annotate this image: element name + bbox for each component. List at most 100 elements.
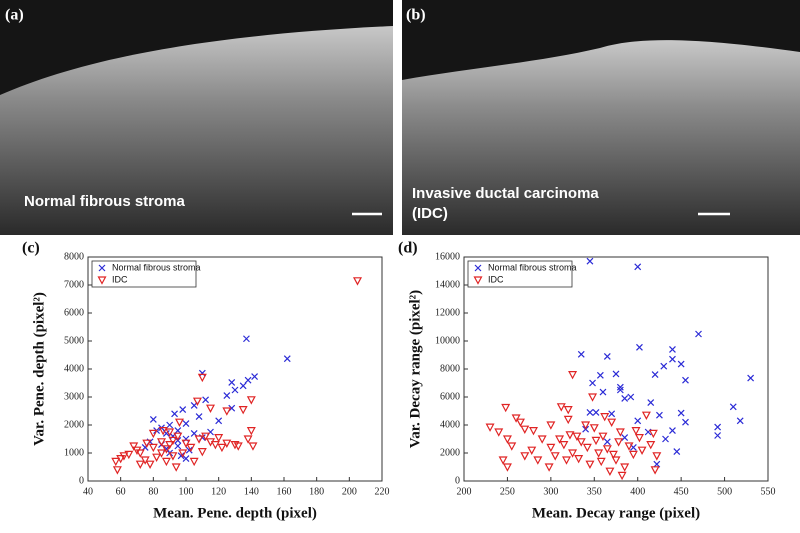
y-tick-label: 2000 xyxy=(440,447,460,458)
y-tick-label: 6000 xyxy=(64,307,84,318)
point xyxy=(747,374,755,382)
point xyxy=(174,442,182,450)
point xyxy=(222,439,232,448)
point xyxy=(563,406,573,415)
point xyxy=(736,417,744,425)
point xyxy=(174,418,184,427)
point xyxy=(140,456,150,465)
point xyxy=(621,434,629,442)
point xyxy=(501,403,511,413)
y-tick-label: 10000 xyxy=(435,335,460,346)
point xyxy=(636,343,643,351)
point xyxy=(631,427,641,436)
point xyxy=(112,466,122,475)
point xyxy=(145,460,155,469)
image-a: (a) Normal fibrous stroma xyxy=(0,0,393,235)
point xyxy=(168,436,178,446)
legend-label: IDC xyxy=(488,274,504,284)
point xyxy=(586,257,594,265)
point xyxy=(198,369,206,377)
point xyxy=(515,418,525,427)
point xyxy=(589,424,599,433)
point xyxy=(161,457,171,467)
point xyxy=(648,429,658,439)
point xyxy=(586,408,594,416)
point xyxy=(641,411,651,420)
point xyxy=(646,441,656,450)
point xyxy=(650,466,660,475)
point xyxy=(233,442,243,451)
point xyxy=(195,413,203,421)
point xyxy=(647,399,655,407)
point xyxy=(602,445,612,454)
point xyxy=(637,446,647,455)
x-axis-label: Mean. Decay range (pixel) xyxy=(532,505,700,521)
point xyxy=(202,396,210,404)
point xyxy=(498,456,508,465)
point xyxy=(537,435,547,444)
x-tick-label: 140 xyxy=(244,486,259,497)
point xyxy=(599,388,607,396)
point xyxy=(669,427,676,435)
point xyxy=(520,452,530,461)
point xyxy=(186,443,196,453)
point xyxy=(617,471,627,481)
y-axis-label: Var. Decay range (pixel²) xyxy=(407,290,423,448)
point xyxy=(119,452,129,461)
point xyxy=(616,386,624,394)
y-tick-label: 6000 xyxy=(440,391,460,402)
point xyxy=(129,442,139,451)
point xyxy=(197,448,207,457)
point xyxy=(561,456,571,465)
panel-label: (b) xyxy=(406,7,426,24)
point xyxy=(616,383,624,391)
point xyxy=(577,350,585,358)
point xyxy=(544,463,554,472)
point xyxy=(502,463,512,472)
point xyxy=(581,421,591,430)
x-tick-label: 40 xyxy=(83,486,93,497)
point xyxy=(555,435,565,444)
point xyxy=(565,431,575,440)
point xyxy=(181,439,191,448)
point xyxy=(714,423,722,431)
point xyxy=(603,438,611,446)
legend-marker xyxy=(97,276,107,285)
point xyxy=(528,427,538,436)
point xyxy=(485,423,495,432)
point xyxy=(572,432,582,441)
y-tick-label: 2000 xyxy=(64,419,84,430)
point xyxy=(596,371,604,379)
point xyxy=(248,442,258,451)
y-tick-label: 0 xyxy=(455,475,460,486)
point xyxy=(603,352,611,360)
point xyxy=(620,463,630,472)
point xyxy=(582,443,592,453)
point xyxy=(605,467,615,476)
point xyxy=(135,460,145,469)
point xyxy=(682,376,689,384)
point xyxy=(182,420,190,428)
point xyxy=(546,421,556,430)
image-b: (b) Invasive ductal carcinoma (IDC) xyxy=(402,0,800,235)
point xyxy=(283,355,291,363)
point xyxy=(205,404,216,413)
point xyxy=(214,434,224,443)
caption: Normal fibrous stroma xyxy=(24,193,186,210)
legend-marker xyxy=(473,276,483,285)
x-tick-label: 180 xyxy=(309,486,324,497)
point xyxy=(238,406,248,415)
legend-label: IDC xyxy=(112,274,128,284)
x-tick-label: 100 xyxy=(179,486,194,497)
point xyxy=(598,432,608,441)
point xyxy=(662,435,669,443)
point xyxy=(194,435,204,444)
legend-marker xyxy=(98,264,106,272)
point xyxy=(111,457,121,467)
x-tick-label: 160 xyxy=(277,486,292,497)
point xyxy=(142,439,152,448)
point xyxy=(612,370,620,378)
x-tick-label: 200 xyxy=(457,486,472,497)
point xyxy=(243,335,250,343)
point xyxy=(589,379,596,387)
